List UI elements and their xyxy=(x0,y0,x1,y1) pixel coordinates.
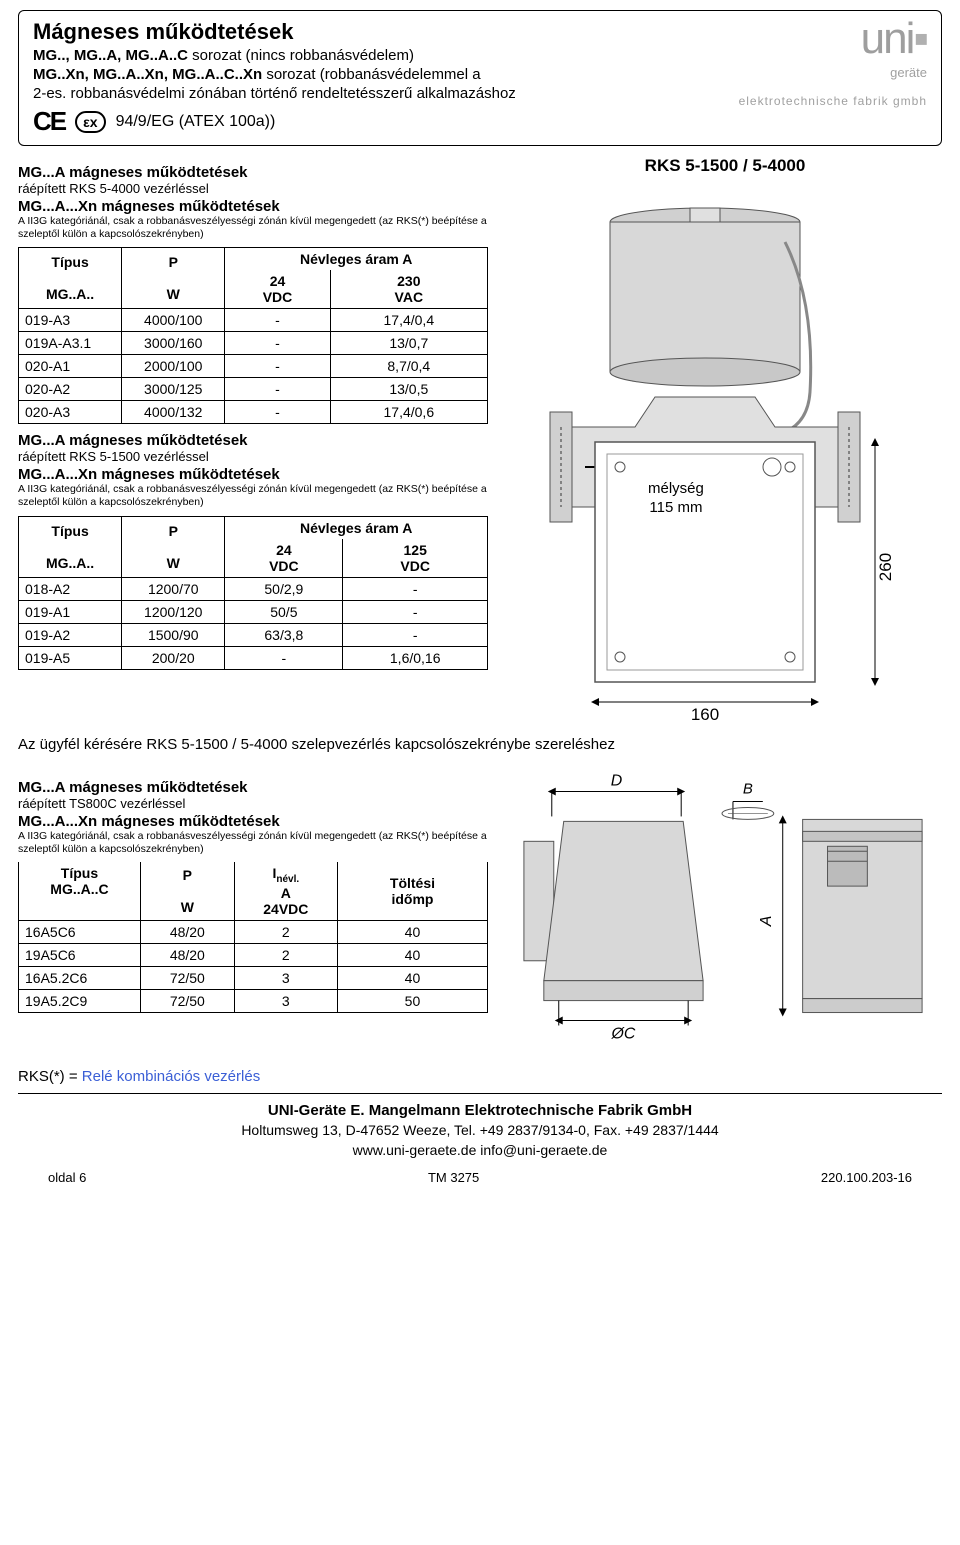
table3: Típus MG..A..C PW Inévl.A 24VDC Töltési … xyxy=(18,862,488,1013)
page-right: 220.100.203-16 xyxy=(821,1170,912,1185)
table-row: 020-A12000/100-8,7/0,4 xyxy=(19,355,488,378)
table-row: 019A-A3.13000/160-13/0,7 xyxy=(19,332,488,355)
table-row: 019-A34000/100-17,4/0,4 xyxy=(19,309,488,332)
sec3-sub: ráépített TS800C vezérléssel xyxy=(18,796,488,811)
table-row: 19A5C648/20240 xyxy=(19,944,488,967)
table2-body: 018-A21200/7050/2,9- 019-A11200/12050/5-… xyxy=(19,577,488,669)
header-line3: 2-es. robbanásvédelmi zónában történő re… xyxy=(33,85,719,102)
table-row: 16A5.2C672/50340 xyxy=(19,967,488,990)
table-row: 020-A34000/132-17,4/0,6 xyxy=(19,401,488,424)
rks-footnote: RKS(*) = Relé kombinációs vezérlés xyxy=(18,1068,942,1085)
table3-body: 16A5C648/20240 19A5C648/20240 16A5.2C672… xyxy=(19,921,488,1013)
sec2-hdr: MG...A mágneses működtetések xyxy=(18,432,488,449)
table-row: 019-A11200/12050/5- xyxy=(19,600,488,623)
sec2-note: A II3G kategóriánál, csak a robbanásvesz… xyxy=(18,483,488,509)
brand-block: uni▪ geräte elektrotechnische fabrik gmb… xyxy=(719,19,927,108)
sec1-hdr2: MG...A...Xn mágneses működtetések xyxy=(18,198,488,215)
brand-logo: uni▪ xyxy=(739,19,927,59)
page-left: oldal 6 xyxy=(48,1170,86,1185)
ex-mark-icon: εx xyxy=(75,111,105,133)
footer: UNI-Geräte E. Mangelmann Elektrotechnisc… xyxy=(18,1100,942,1160)
header-text: Mágneses működtetések MG.., MG..A, MG..A… xyxy=(33,19,719,137)
footer-web: www.uni-geraete.de info@uni-geraete.de xyxy=(18,1141,942,1161)
figure-ts800: D B ØC xyxy=(504,771,942,1054)
table-row: 019-A5200/20-1,6/0,16 xyxy=(19,646,488,669)
depth-label: mélység 115 mm xyxy=(648,480,704,516)
fig1-title: RKS 5-1500 / 5-4000 xyxy=(508,156,942,176)
page-row: oldal 6 TM 3275 220.100.203-16 xyxy=(18,1170,942,1185)
footer-company: UNI-Geräte E. Mangelmann Elektrotechnisc… xyxy=(18,1100,942,1121)
table2: TípusMG..A.. PW Névleges áram A 24 VDC 1… xyxy=(18,516,488,670)
atex-text: 94/9/EG (ATEX 100a)) xyxy=(116,113,276,131)
sec3-note: A II3G kategóriánál, csak a robbanásvesz… xyxy=(18,830,488,856)
footer-addr: Holtumsweg 13, D-47652 Weeze, Tel. +49 2… xyxy=(18,1121,942,1141)
sec2-sub: ráépített RKS 5-1500 vezérléssel xyxy=(18,449,488,464)
table-row: 018-A21200/7050/2,9- xyxy=(19,577,488,600)
sec1-hdr: MG...A mágneses működtetések xyxy=(18,164,488,181)
sec3-hdr2: MG...A...Xn mágneses működtetések xyxy=(18,813,488,830)
table1-body: 019-A34000/100-17,4/0,4 019A-A3.13000/16… xyxy=(19,309,488,424)
header-line2: MG..Xn, MG..A..Xn, MG..A..C..Xn sorozat … xyxy=(33,66,719,83)
sec2-hdr2: MG...A...Xn mágneses működtetések xyxy=(18,466,488,483)
header-box: Mágneses működtetések MG.., MG..A, MG..A… xyxy=(18,10,942,146)
svg-text:D: D xyxy=(611,773,623,790)
sec3-hdr: MG...A mágneses működtetések xyxy=(18,779,488,796)
separator xyxy=(18,1093,942,1094)
page-title: Mágneses működtetések xyxy=(33,19,719,45)
mid-note: Az ügyfél kérésére RKS 5-1500 / 5-4000 s… xyxy=(18,736,942,753)
header-line1: MG.., MG..A, MG..A..C sorozat (nincs rob… xyxy=(33,47,719,64)
table-row: 16A5C648/20240 xyxy=(19,921,488,944)
sec1-sub: ráépített RKS 5-4000 vezérléssel xyxy=(18,181,488,196)
svg-text:A: A xyxy=(758,916,775,928)
svg-text:B: B xyxy=(743,781,753,798)
figure-rks: 260 160 mélység 115 mm xyxy=(508,182,942,722)
ts800-diagram-icon: D B ØC xyxy=(504,771,942,1051)
valve-diagram-icon: 260 160 xyxy=(508,182,942,722)
brand-sub: geräte xyxy=(739,65,927,80)
table-row: 020-A23000/125-13/0,5 xyxy=(19,378,488,401)
sec1-note: A II3G kategóriánál, csak a robbanásvesz… xyxy=(18,215,488,241)
svg-text:160: 160 xyxy=(691,705,719,722)
ce-row: CE εx 94/9/EG (ATEX 100a)) xyxy=(33,106,719,137)
ce-mark-icon: CE xyxy=(33,106,65,137)
brand-tag: elektrotechnische fabrik gmbh xyxy=(739,94,927,108)
table1: TípusMG..A.. PW Névleges áram A 24 VDC 2… xyxy=(18,247,488,424)
svg-text:260: 260 xyxy=(876,553,895,581)
table-row: 019-A21500/9063/3,8- xyxy=(19,623,488,646)
page-mid: TM 3275 xyxy=(428,1170,479,1185)
svg-text:ØC: ØC xyxy=(611,1025,636,1042)
table-row: 19A5.2C972/50350 xyxy=(19,990,488,1013)
